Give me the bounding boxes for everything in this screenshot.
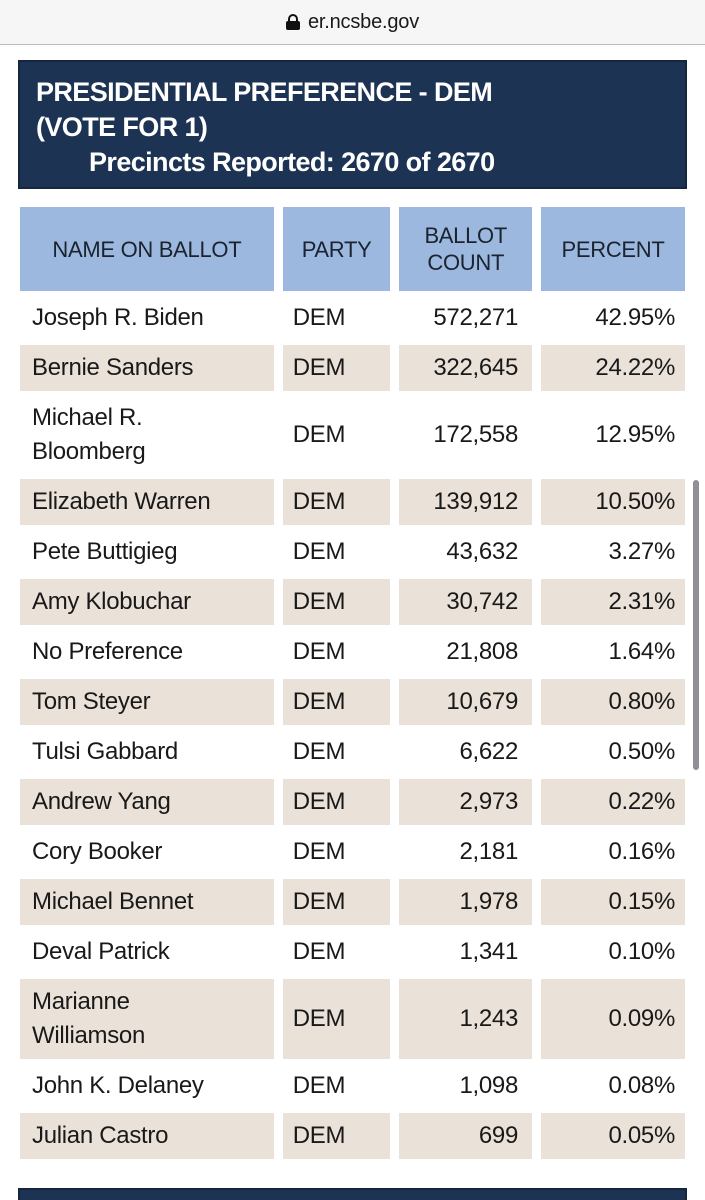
result-row: Amy Klobuchar DEM 30,742 2.31% bbox=[20, 579, 685, 625]
ballot-count-cell: 43,632 bbox=[399, 529, 533, 575]
ballot-count-cell: 322,645 bbox=[399, 345, 533, 391]
result-row: Elizabeth Warren DEM 139,912 10.50% bbox=[20, 479, 685, 525]
party-cell: DEM bbox=[282, 395, 391, 475]
party-cell: DEM bbox=[282, 629, 391, 675]
result-row: Joseph R. Biden DEM 572,271 42.95% bbox=[20, 295, 685, 341]
next-contest-banner-partial bbox=[18, 1188, 687, 1200]
percent-cell: 0.15% bbox=[541, 879, 685, 925]
results-tbody: Joseph R. Biden DEM 572,271 42.95% Berni… bbox=[20, 295, 685, 1159]
party-cell: DEM bbox=[282, 1113, 391, 1159]
candidate-name-cell: Tom Steyer bbox=[20, 679, 274, 725]
ballot-count-cell: 6,622 bbox=[399, 729, 533, 775]
ballot-count-cell: 699 bbox=[399, 1113, 533, 1159]
percent-cell: 0.09% bbox=[541, 979, 685, 1059]
result-row: Julian Castro DEM 699 0.05% bbox=[20, 1113, 685, 1159]
ballot-count-cell: 1,243 bbox=[399, 979, 533, 1059]
result-row: Deval Patrick DEM 1,341 0.10% bbox=[20, 929, 685, 975]
percent-cell: 0.50% bbox=[541, 729, 685, 775]
candidate-name-cell: No Preference bbox=[20, 629, 274, 675]
party-cell: DEM bbox=[282, 579, 391, 625]
result-row: No Preference DEM 21,808 1.64% bbox=[20, 629, 685, 675]
ballot-count-cell: 1,098 bbox=[399, 1063, 533, 1109]
ballot-count-cell: 2,181 bbox=[399, 829, 533, 875]
party-cell: DEM bbox=[282, 879, 391, 925]
ballot-count-cell: 21,808 bbox=[399, 629, 533, 675]
ballot-count-cell: 10,679 bbox=[399, 679, 533, 725]
result-row: Tulsi Gabbard DEM 6,622 0.50% bbox=[20, 729, 685, 775]
column-header-percent: PERCENT bbox=[541, 207, 685, 291]
column-header-ballot-count: BALLOT COUNT bbox=[399, 207, 533, 291]
party-cell: DEM bbox=[282, 679, 391, 725]
candidate-name-cell: Cory Booker bbox=[20, 829, 274, 875]
percent-cell: 24.22% bbox=[541, 345, 685, 391]
candidate-name-cell: Julian Castro bbox=[20, 1113, 274, 1159]
ballot-count-cell: 572,271 bbox=[399, 295, 533, 341]
ballot-count-cell: 139,912 bbox=[399, 479, 533, 525]
ballot-count-cell: 1,341 bbox=[399, 929, 533, 975]
page-scrollbar-thumb[interactable] bbox=[693, 480, 699, 770]
percent-cell: 10.50% bbox=[541, 479, 685, 525]
party-cell: DEM bbox=[282, 529, 391, 575]
result-row: Tom Steyer DEM 10,679 0.80% bbox=[20, 679, 685, 725]
candidate-name-cell: Pete Buttigieg bbox=[20, 529, 274, 575]
candidate-name-cell: Andrew Yang bbox=[20, 779, 274, 825]
column-header-name-on-ballot: NAME ON BALLOT bbox=[20, 207, 274, 291]
party-cell: DEM bbox=[282, 929, 391, 975]
contest-title-line2: (VOTE FOR 1) bbox=[36, 112, 208, 142]
percent-cell: 0.16% bbox=[541, 829, 685, 875]
result-row: Michael Bennet DEM 1,978 0.15% bbox=[20, 879, 685, 925]
ballot-count-cell: 30,742 bbox=[399, 579, 533, 625]
candidate-name-cell: Tulsi Gabbard bbox=[20, 729, 274, 775]
candidate-name-cell: Michael R. Bloomberg bbox=[20, 395, 274, 475]
candidate-name-cell: Joseph R. Biden bbox=[20, 295, 274, 341]
browser-address-bar[interactable]: er.ncsbe.gov bbox=[0, 0, 705, 45]
ballot-count-cell: 1,978 bbox=[399, 879, 533, 925]
header-row: NAME ON BALLOT PARTY BALLOT COUNT PERCEN… bbox=[20, 207, 685, 291]
lock-icon bbox=[285, 14, 300, 30]
party-cell: DEM bbox=[282, 729, 391, 775]
precincts-reported: Precincts Reported: 2670 of 2670 bbox=[89, 147, 495, 177]
result-row: Andrew Yang DEM 2,973 0.22% bbox=[20, 779, 685, 825]
party-cell: DEM bbox=[282, 829, 391, 875]
party-cell: DEM bbox=[282, 479, 391, 525]
result-row: Pete Buttigieg DEM 43,632 3.27% bbox=[20, 529, 685, 575]
results-table: NAME ON BALLOT PARTY BALLOT COUNT PERCEN… bbox=[11, 203, 694, 1163]
candidate-name-cell: Michael Bennet bbox=[20, 879, 274, 925]
candidate-name-cell: John K. Delaney bbox=[20, 1063, 274, 1109]
candidate-name-cell: Amy Klobuchar bbox=[20, 579, 274, 625]
percent-cell: 0.05% bbox=[541, 1113, 685, 1159]
percent-cell: 2.31% bbox=[541, 579, 685, 625]
percent-cell: 0.10% bbox=[541, 929, 685, 975]
party-cell: DEM bbox=[282, 345, 391, 391]
results-table-head: NAME ON BALLOT PARTY BALLOT COUNT PERCEN… bbox=[20, 207, 685, 291]
address-text: er.ncsbe.gov bbox=[307, 10, 419, 33]
result-row: Bernie Sanders DEM 322,645 24.22% bbox=[20, 345, 685, 391]
candidate-name-cell: Deval Patrick bbox=[20, 929, 274, 975]
candidate-name-cell: Elizabeth Warren bbox=[20, 479, 274, 525]
percent-cell: 0.80% bbox=[541, 679, 685, 725]
candidate-name-cell: Marianne Williamson bbox=[20, 979, 274, 1059]
party-cell: DEM bbox=[282, 1063, 391, 1109]
percent-cell: 1.64% bbox=[541, 629, 685, 675]
party-cell: DEM bbox=[282, 979, 391, 1059]
contest-header-banner: PRESIDENTIAL PREFERENCE - DEM (VOTE FOR … bbox=[18, 60, 687, 189]
party-cell: DEM bbox=[282, 295, 391, 341]
percent-cell: 12.95% bbox=[541, 395, 685, 475]
ballot-count-cell: 172,558 bbox=[399, 395, 533, 475]
result-row: Cory Booker DEM 2,181 0.16% bbox=[20, 829, 685, 875]
result-row: John K. Delaney DEM 1,098 0.08% bbox=[20, 1063, 685, 1109]
ballot-count-cell: 2,973 bbox=[399, 779, 533, 825]
contest-title-line1: PRESIDENTIAL PREFERENCE - DEM bbox=[36, 77, 493, 107]
percent-cell: 0.08% bbox=[541, 1063, 685, 1109]
percent-cell: 3.27% bbox=[541, 529, 685, 575]
candidate-name-cell: Bernie Sanders bbox=[20, 345, 274, 391]
percent-cell: 0.22% bbox=[541, 779, 685, 825]
result-row: Marianne Williamson DEM 1,243 0.09% bbox=[20, 979, 685, 1059]
result-row: Michael R. Bloomberg DEM 172,558 12.95% bbox=[20, 395, 685, 475]
percent-cell: 42.95% bbox=[541, 295, 685, 341]
column-header-party: PARTY bbox=[282, 207, 391, 291]
party-cell: DEM bbox=[282, 779, 391, 825]
